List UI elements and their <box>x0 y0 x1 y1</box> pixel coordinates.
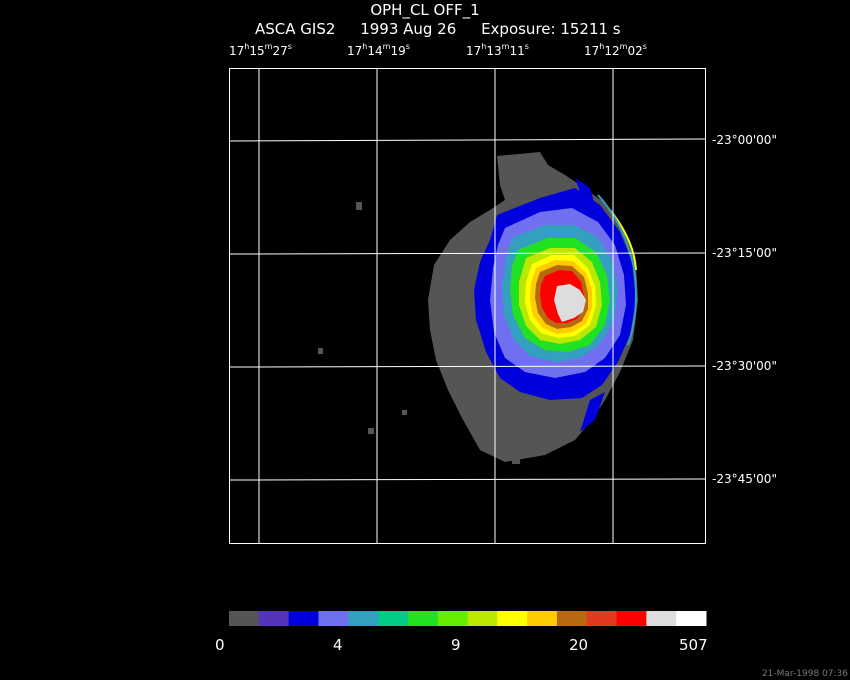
colorbar-label: 9 <box>451 636 461 654</box>
colorbar-swatch <box>318 611 349 626</box>
colorbar-label: 0 <box>215 636 225 654</box>
dec-grid-line <box>229 365 706 368</box>
colorbar-swatch <box>556 611 588 626</box>
colorbar-swatch <box>646 611 677 626</box>
ra-tick-label: 17h13m11s <box>466 42 529 58</box>
ra-tick-label: 17h14m19s <box>347 42 410 58</box>
colorbar-swatch <box>467 611 498 626</box>
dec-tick-label: -23°00'00" <box>712 133 777 147</box>
image-frame <box>229 68 706 544</box>
xray-emission-map <box>318 152 638 464</box>
dec-tick-label: -23°45'00" <box>712 472 777 486</box>
dec-grid-line <box>229 138 706 142</box>
emission-rim <box>597 194 637 346</box>
emission-white <box>554 284 586 322</box>
colorbar <box>229 611 707 626</box>
instrument-label: ASCA GIS2 <box>255 20 336 38</box>
colorbar-label: 4 <box>333 636 343 654</box>
date-label: 1993 Aug 26 <box>360 20 457 38</box>
colorbar-swatch <box>378 611 409 626</box>
ra-tick-label: 17h12m02s <box>584 42 647 58</box>
colorbar-swatch <box>407 611 439 626</box>
dec-tick-label: -23°15'00" <box>712 246 777 260</box>
exposure-label: Exposure: 15211 s <box>481 20 621 38</box>
colorbar-swatch <box>497 611 528 626</box>
colorbar-label: 20 <box>569 636 589 654</box>
colorbar-swatch <box>348 611 379 626</box>
dec-grid-line <box>229 478 706 481</box>
timestamp: 21-Mar-1998 07:36 <box>761 669 848 679</box>
colorbar-label: 507 <box>679 636 708 654</box>
image-title: OPH_CL OFF_1 <box>370 1 480 19</box>
dec-grid-line <box>229 252 706 255</box>
colorbar-swatch <box>288 611 319 626</box>
coordinate-grid <box>229 68 706 544</box>
colorbar-swatch <box>527 611 558 626</box>
colorbar-swatch <box>676 611 707 626</box>
colorbar-swatch <box>616 611 647 626</box>
colorbar-swatch <box>229 611 260 626</box>
ra-tick-label: 17h15m27s <box>229 42 292 58</box>
colorbar-swatch <box>437 611 468 626</box>
colorbar-swatch <box>258 611 290 626</box>
observation-info: ASCA GIS2 1993 Aug 26 Exposure: 15211 s <box>255 20 641 38</box>
dec-tick-label: -23°30'00" <box>712 359 777 373</box>
colorbar-swatch <box>586 611 618 626</box>
